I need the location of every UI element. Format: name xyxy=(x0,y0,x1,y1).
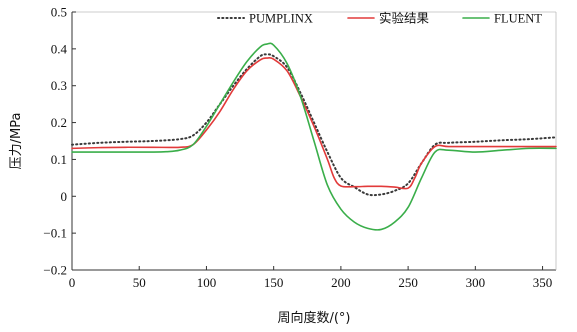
x-tick-label: 300 xyxy=(466,275,486,290)
x-tick-label: 100 xyxy=(197,275,217,290)
y-tick-label: 0.2 xyxy=(51,115,67,130)
y-tick-label: −0.1 xyxy=(43,226,67,241)
y-axis-title: 压力/MPa xyxy=(9,113,24,170)
y-tick-label: 0.1 xyxy=(51,152,67,167)
axes: 0 50 100 150 200 250 300 350 −0.2 −0.1 0 0.1 0.2 0.3 0… xyxy=(43,5,557,290)
legend-label-fluent: FLUENT xyxy=(494,12,542,26)
x-axis-title: 周向度数/(°) xyxy=(277,310,350,326)
x-tick-label: 0 xyxy=(69,275,76,290)
x-tick-label: 350 xyxy=(533,275,553,290)
y-tick-label: 0.5 xyxy=(51,5,67,20)
series-line-pumplinx xyxy=(71,53,557,197)
series-line-fluent xyxy=(71,42,557,231)
legend-label--: 实验结果 xyxy=(379,11,430,26)
x-tick-label: 250 xyxy=(398,275,418,290)
legend-label-pumplinx: PUMPLINX xyxy=(249,12,313,26)
x-tick-label: 200 xyxy=(331,275,351,290)
legend: PUMPLINX 实验结果 FLUENT xyxy=(217,11,542,26)
y-tick-label: 0.3 xyxy=(51,78,67,93)
series-group xyxy=(71,42,557,231)
x-tick-label: 150 xyxy=(264,275,284,290)
y-tick-label: −0.2 xyxy=(43,263,67,278)
y-tick-label: 0.4 xyxy=(51,41,68,56)
x-tick-label: 50 xyxy=(133,275,146,290)
y-tick-label: 0 xyxy=(61,189,68,204)
